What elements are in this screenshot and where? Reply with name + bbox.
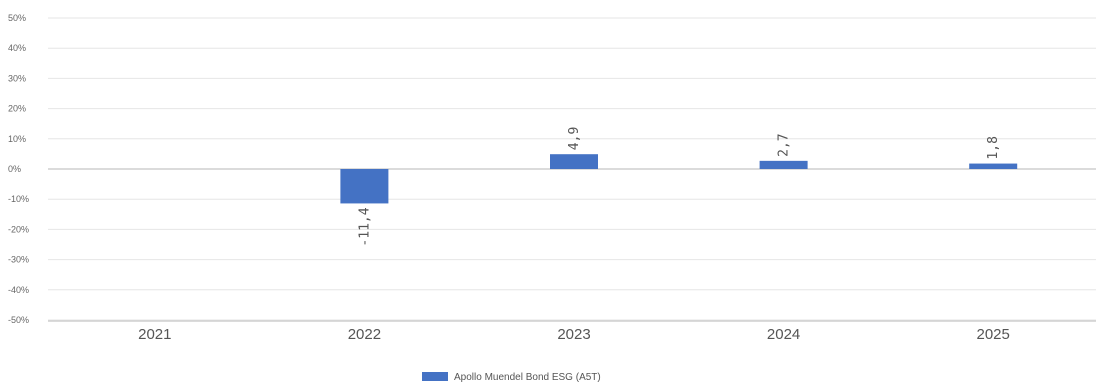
y-tick-label: -50% <box>8 315 29 325</box>
y-tick-label: -20% <box>8 224 29 234</box>
y-tick-label: 10% <box>8 134 26 144</box>
data-label: 2,7 <box>777 133 792 156</box>
y-tick-label: -30% <box>8 255 29 265</box>
bar <box>340 169 389 204</box>
x-tick-label: 2023 <box>557 326 590 343</box>
x-tick-label: 2021 <box>138 326 171 343</box>
y-tick-label: 20% <box>8 104 26 114</box>
y-tick-label: -40% <box>8 285 29 295</box>
y-tick-label: 50% <box>8 13 26 23</box>
legend-label: Apollo Muendel Bond ESG (A5T) <box>454 372 601 383</box>
bar <box>969 163 1018 169</box>
data-label: -11,4 <box>357 207 372 246</box>
y-tick-label: 40% <box>8 43 26 53</box>
x-tick-label: 2025 <box>977 326 1010 343</box>
x-tick-label: 2022 <box>348 326 381 343</box>
y-tick-label: -10% <box>8 194 29 204</box>
x-tick-label: 2024 <box>767 326 800 343</box>
y-tick-label: 30% <box>8 73 26 83</box>
y-tick-label: 0% <box>8 164 21 174</box>
data-label: 1,8 <box>986 136 1001 159</box>
bar <box>759 160 808 169</box>
legend-swatch <box>422 372 448 381</box>
data-label: 4,9 <box>567 127 582 150</box>
bar <box>550 154 598 169</box>
